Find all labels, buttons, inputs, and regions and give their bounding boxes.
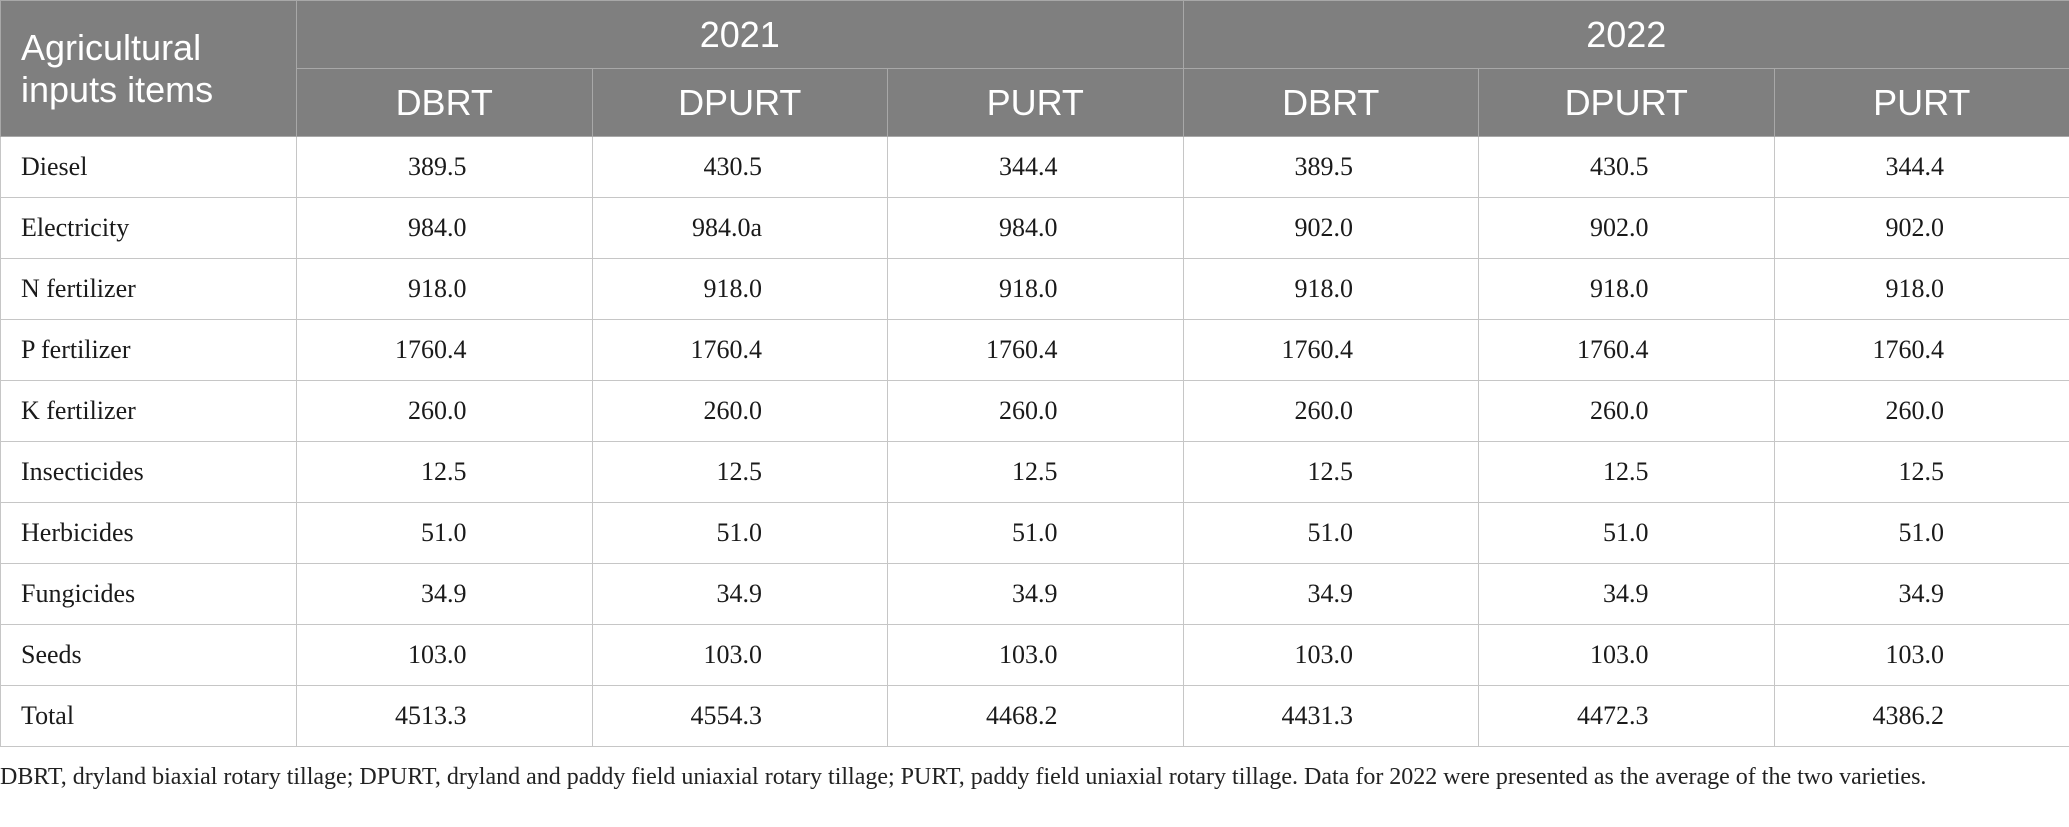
table-cell: 12.5 bbox=[1182, 441, 1479, 503]
row-label: Total bbox=[0, 685, 297, 747]
table-cell: 918.0 bbox=[591, 258, 888, 320]
table-cell: 918.0 bbox=[1773, 258, 2069, 320]
table-cell: 344.4 bbox=[1773, 136, 2069, 198]
table-cell: 4468.2 bbox=[887, 685, 1184, 747]
table-cell: 12.5 bbox=[887, 441, 1184, 503]
table-cell: 984.0a bbox=[591, 197, 888, 259]
table-header: Agricultural inputs items 2021 2022 DBRT… bbox=[0, 0, 2069, 137]
sub-header: DPURT bbox=[1478, 68, 1775, 137]
table-cell: 103.0 bbox=[296, 624, 593, 686]
table-cell: 51.0 bbox=[591, 502, 888, 564]
table-cell: 984.0 bbox=[296, 197, 593, 259]
table-cell: 12.5 bbox=[1773, 441, 2069, 503]
table-row: Insecticides 12.5 12.5 12.5 12.5 12.5 12.5 bbox=[0, 441, 2069, 503]
table-cell: 4431.3 bbox=[1182, 685, 1479, 747]
table-cell: 51.0 bbox=[887, 502, 1184, 564]
table-cell: 918.0 bbox=[887, 258, 1184, 320]
table-cell: 51.0 bbox=[1182, 502, 1479, 564]
table-cell: 51.0 bbox=[1773, 502, 2069, 564]
table-cell: 34.9 bbox=[1182, 563, 1479, 625]
table-cell: 103.0 bbox=[1182, 624, 1479, 686]
row-label: Seeds bbox=[0, 624, 297, 686]
table-cell: 1760.4 bbox=[1478, 319, 1775, 381]
table-footnote: DBRT, dryland biaxial rotary tillage; DP… bbox=[0, 764, 1927, 790]
table-cell: 389.5 bbox=[1182, 136, 1479, 198]
table-cell: 34.9 bbox=[887, 563, 1184, 625]
header-row-years: Agricultural inputs items 2021 2022 bbox=[0, 0, 2069, 137]
table-cell: 918.0 bbox=[1182, 258, 1479, 320]
table-cell: 260.0 bbox=[591, 380, 888, 442]
table-row: Total 4513.3 4554.3 4468.2 4431.3 4472.3 4386.… bbox=[0, 685, 2069, 747]
table-cell: 34.9 bbox=[1773, 563, 2069, 625]
table-cell: 1760.4 bbox=[887, 319, 1184, 381]
year-header-2021: 2021 bbox=[296, 0, 1184, 69]
table-cell: 1760.4 bbox=[1182, 319, 1479, 381]
sub-header: DBRT bbox=[1182, 68, 1479, 137]
table-row: Herbicides 51.0 51.0 51.0 51.0 51.0 51.0 bbox=[0, 502, 2069, 564]
table-cell: 1760.4 bbox=[1773, 319, 2069, 381]
row-label: Diesel bbox=[0, 136, 297, 198]
table-cell: 12.5 bbox=[591, 441, 888, 503]
table-cell: 430.5 bbox=[1478, 136, 1775, 198]
table-cell: 389.5 bbox=[296, 136, 593, 198]
sub-header: PURT bbox=[887, 68, 1184, 137]
table-cell: 4513.3 bbox=[296, 685, 593, 747]
table-cell: 34.9 bbox=[296, 563, 593, 625]
table-row: Diesel 389.5 430.5 344.4 389.5 430.5 344.4 bbox=[0, 136, 2069, 198]
table-body: Diesel 389.5 430.5 344.4 389.5 430.5 344.4 Elec… bbox=[0, 136, 2069, 747]
table-cell: 430.5 bbox=[591, 136, 888, 198]
table-row: N fertilizer 918.0 918.0 918.0 918.0 918.0 918… bbox=[0, 258, 2069, 320]
sub-header: DPURT bbox=[591, 68, 888, 137]
table-cell: 902.0 bbox=[1182, 197, 1479, 259]
table-cell: 918.0 bbox=[296, 258, 593, 320]
table-cell: 260.0 bbox=[1182, 380, 1479, 442]
table-cell: 34.9 bbox=[591, 563, 888, 625]
table-row: Electricity 984.0 984.0a 984.0 902.0 902.0 902… bbox=[0, 197, 2069, 259]
table-row: P fertilizer 1760.4 1760.4 1760.4 1760.4 1760… bbox=[0, 319, 2069, 381]
agricultural-inputs-table: Agricultural inputs items 2021 2022 DBRT… bbox=[0, 0, 2069, 747]
table-cell: 260.0 bbox=[1478, 380, 1775, 442]
table-cell: 12.5 bbox=[296, 441, 593, 503]
table-cell: 51.0 bbox=[296, 502, 593, 564]
table-cell: 260.0 bbox=[887, 380, 1184, 442]
table-cell: 984.0 bbox=[887, 197, 1184, 259]
table-cell: 4472.3 bbox=[1478, 685, 1775, 747]
table-cell: 51.0 bbox=[1478, 502, 1775, 564]
table-container: Agricultural inputs items 2021 2022 DBRT… bbox=[0, 0, 2069, 747]
table-cell: 4386.2 bbox=[1773, 685, 2069, 747]
row-label: Insecticides bbox=[0, 441, 297, 503]
table-cell: 12.5 bbox=[1478, 441, 1775, 503]
table-cell: 260.0 bbox=[1773, 380, 2069, 442]
row-label: K fertilizer bbox=[0, 380, 297, 442]
row-label: N fertilizer bbox=[0, 258, 297, 320]
table-cell: 34.9 bbox=[1478, 563, 1775, 625]
row-label: Electricity bbox=[0, 197, 297, 259]
year-header-2022: 2022 bbox=[1182, 0, 2069, 69]
row-label: P fertilizer bbox=[0, 319, 297, 381]
row-label: Herbicides bbox=[0, 502, 297, 564]
table-cell: 103.0 bbox=[591, 624, 888, 686]
table-row: Seeds 103.0 103.0 103.0 103.0 103.0 103.0 bbox=[0, 624, 2069, 686]
table-cell: 103.0 bbox=[887, 624, 1184, 686]
sub-header: PURT bbox=[1773, 68, 2069, 137]
table-row: Fungicides 34.9 34.9 34.9 34.9 34.9 34.9 bbox=[0, 563, 2069, 625]
table-cell: 902.0 bbox=[1773, 197, 2069, 259]
table-cell: 103.0 bbox=[1773, 624, 2069, 686]
corner-header: Agricultural inputs items bbox=[0, 0, 297, 137]
table-cell: 1760.4 bbox=[591, 319, 888, 381]
table-cell: 1760.4 bbox=[296, 319, 593, 381]
table-cell: 344.4 bbox=[887, 136, 1184, 198]
sub-header: DBRT bbox=[296, 68, 593, 137]
table-cell: 260.0 bbox=[296, 380, 593, 442]
table-cell: 902.0 bbox=[1478, 197, 1775, 259]
header-row-treatments: DBRT DPURT PURT DBRT DPURT PURT bbox=[1, 68, 2069, 137]
table-cell: 918.0 bbox=[1478, 258, 1775, 320]
table-row: K fertilizer 260.0 260.0 260.0 260.0 260.0 260… bbox=[0, 380, 2069, 442]
table-cell: 4554.3 bbox=[591, 685, 888, 747]
row-label: Fungicides bbox=[0, 563, 297, 625]
table-cell: 103.0 bbox=[1478, 624, 1775, 686]
